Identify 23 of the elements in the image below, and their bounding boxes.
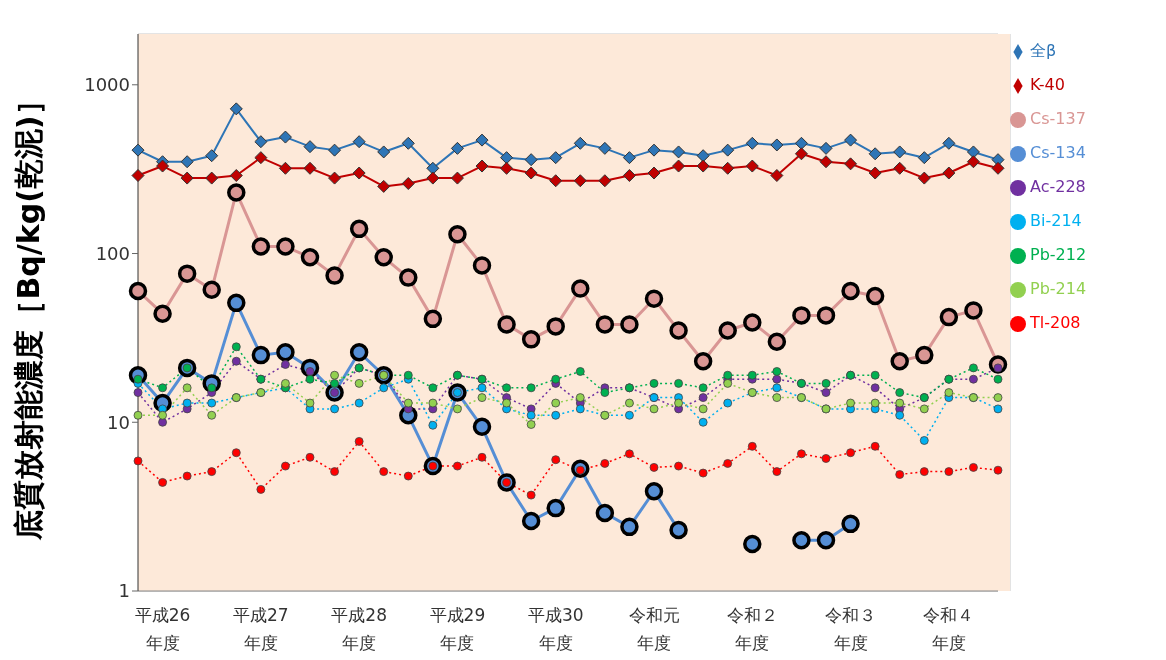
x-tick-label: 令和２年度 (726, 605, 778, 653)
legend-label: Bi-214 (1030, 211, 1082, 230)
legend-label: Cs-137 (1030, 109, 1086, 128)
x-tick-label: 令和元年度 (628, 605, 680, 653)
y-tick-label: 1 (118, 580, 130, 602)
x-tick-label: 平成29年度 (429, 605, 486, 653)
legend-label: Pb-212 (1030, 245, 1087, 264)
legend-label: Tl-208 (1030, 313, 1081, 332)
legend-label: K-40 (1030, 75, 1065, 94)
x-tick-label: 平成26年度 (134, 605, 191, 653)
y-tick-label: 10 (107, 411, 130, 433)
x-tick-label: 令和４年度 (923, 605, 975, 653)
x-tick-label: 平成30年度 (527, 605, 584, 653)
x-tick-label: 平成28年度 (331, 605, 387, 653)
y-tick-label: 100 (95, 242, 130, 264)
legend-label: Cs-134 (1030, 143, 1086, 162)
x-tick-label: 令和３年度 (825, 605, 877, 653)
legend-label: Ac-228 (1030, 177, 1086, 196)
legend-label: 全β (1030, 41, 1057, 60)
x-tick-label: 平成27年度 (233, 605, 289, 653)
y-tick-label: 1000 (84, 74, 130, 96)
legend-label: Pb-214 (1030, 279, 1087, 298)
y-axis-title: 底質放射能濃度［Bq/kg(乾泥)］ (10, 85, 46, 541)
